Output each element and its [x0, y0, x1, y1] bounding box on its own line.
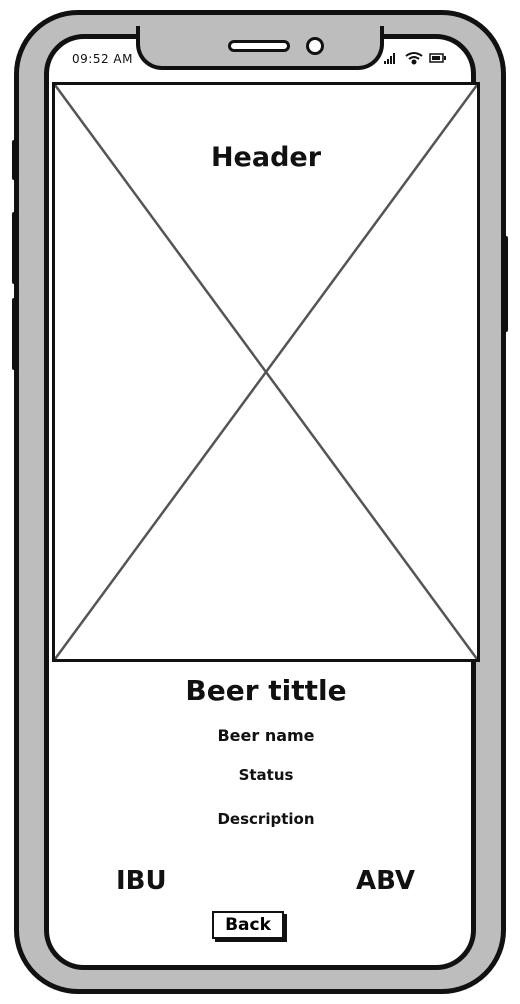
beer-title: Beer tittle — [185, 674, 347, 707]
back-button[interactable]: Back — [212, 911, 284, 939]
status-time: 09:52 AM — [72, 52, 133, 66]
beer-name: Beer name — [217, 726, 315, 745]
beer-description: Description — [217, 810, 315, 828]
battery-icon — [429, 53, 446, 63]
header-label: Header — [210, 142, 322, 173]
side-button-left-1 — [12, 140, 18, 180]
beer-status: Status — [238, 766, 294, 784]
header-image-placeholder — [52, 82, 480, 662]
speaker-icon — [228, 40, 290, 52]
signal-icon — [384, 53, 395, 64]
ibu-label: IBU — [116, 866, 167, 896]
side-button-left-2 — [12, 212, 18, 284]
image-placeholder-icon — [55, 85, 477, 659]
status-icons — [384, 50, 448, 66]
camera-icon — [306, 37, 324, 55]
side-button-right — [502, 236, 508, 332]
abv-label: ABV — [356, 866, 416, 896]
wifi-icon — [405, 52, 423, 65]
side-button-left-3 — [12, 298, 18, 370]
